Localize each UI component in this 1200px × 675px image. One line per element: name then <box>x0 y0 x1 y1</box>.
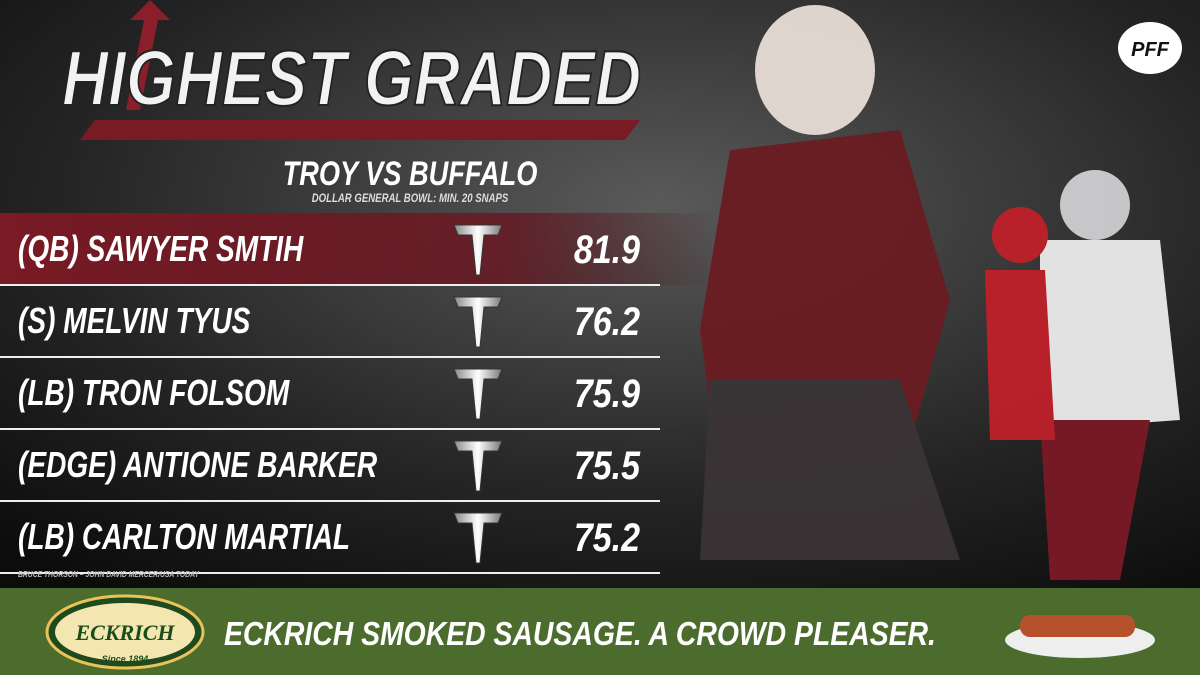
row-grade-wrap: 75.2 <box>574 514 640 559</box>
row-grade-wrap: 81.9 <box>574 226 640 271</box>
player-name: (S) MELVIN TYUS <box>18 301 251 341</box>
ad-logo-inner <box>55 603 195 661</box>
player-grade: 81.9 <box>574 226 640 271</box>
row-name-wrap: (LB) CARLTON MARTIAL <box>18 517 350 557</box>
player-name: (LB) CARLTON MARTIAL <box>18 517 350 557</box>
player-name: (LB) TRON FOLSOM <box>18 373 290 413</box>
row-name-wrap: (QB) SAWYER SMTIH <box>18 229 304 269</box>
title-arrow <box>126 0 170 110</box>
player-grade: 75.2 <box>574 514 640 559</box>
player-grade: 75.9 <box>574 370 640 415</box>
note: DOLLAR GENERAL BOWL: MIN. 20 SNAPS <box>312 192 509 205</box>
player-grade: 75.5 <box>574 442 641 487</box>
row-name-wrap: (LB) TRON FOLSOM <box>18 373 290 413</box>
player-name: (QB) SAWYER SMTIH <box>18 229 304 269</box>
row-highlight <box>0 213 720 285</box>
player-name: (EDGE) ANTIONE BARKER <box>18 445 378 485</box>
troy-logo <box>453 296 503 348</box>
photo-credit: BRUCE THORSON – JOHN DAVID MERCER/USA TO… <box>18 569 200 579</box>
ad-text: ECKRICH SMOKED SAUSAGE. A CROWD PLEASER. <box>224 615 936 653</box>
title: HIGHEST GRADED <box>62 35 641 122</box>
troy-logo <box>453 224 503 276</box>
row-grade-wrap: 75.5 <box>574 442 641 487</box>
ad-since: Since 1894 <box>102 654 149 664</box>
subtitle: TROY VS BUFFALO <box>283 154 538 193</box>
troy-logo <box>453 440 503 492</box>
player-photo <box>700 5 1180 580</box>
ad-brand: ECKRICH <box>74 620 175 645</box>
troy-logo <box>453 368 503 420</box>
row-grade-wrap: 75.9 <box>574 370 640 415</box>
player-grade: 76.2 <box>574 298 640 343</box>
row-name-wrap: (EDGE) ANTIONE BARKER <box>18 445 378 485</box>
troy-logo <box>453 512 503 564</box>
row-name-wrap: (S) MELVIN TYUS <box>18 301 251 341</box>
title-underline <box>80 120 640 140</box>
row-grade-wrap: 76.2 <box>574 298 640 343</box>
pff-logo: PFF <box>1131 39 1170 61</box>
ad-food <box>1020 615 1135 637</box>
pff-badge <box>1118 22 1182 74</box>
